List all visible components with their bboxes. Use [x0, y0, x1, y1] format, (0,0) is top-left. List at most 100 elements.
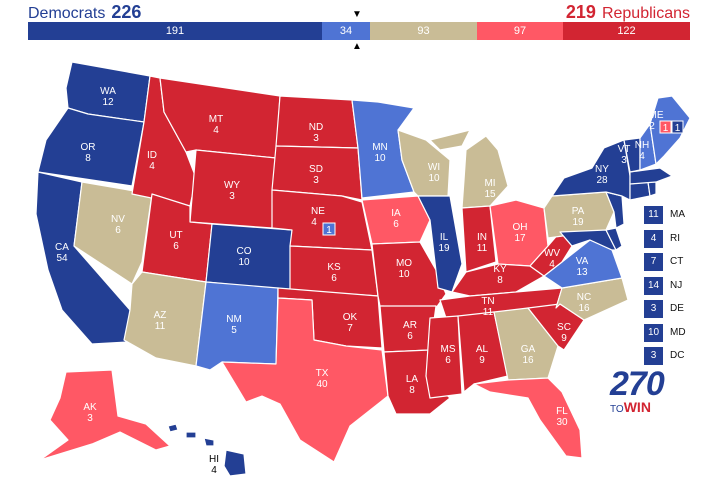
legend-row-ma[interactable]: 11 MA — [644, 206, 714, 224]
state-fl[interactable] — [473, 377, 583, 459]
label-nm-ev: 5 — [231, 325, 237, 336]
label-mt-ev: 4 — [213, 125, 219, 136]
dem-label: Democrats — [28, 5, 106, 22]
me-district-2-value: 1 — [675, 123, 681, 134]
logo-number: 270 — [610, 365, 665, 403]
state-or[interactable] — [37, 107, 145, 187]
label-or-ev: 8 — [85, 153, 91, 164]
label-hi-ev: 4 — [211, 465, 217, 476]
label-ok-abbr: OK — [343, 312, 358, 323]
label-ny-abbr: NY — [595, 164, 609, 175]
label-az-ev: 11 — [155, 321, 166, 332]
legend-abbr-ma: MA — [670, 209, 685, 220]
label-vt-abbr: VT — [618, 144, 631, 155]
legend-ev-ct: 7 — [644, 253, 663, 271]
label-pa-abbr: PA — [572, 206, 585, 217]
legend-abbr-nj: NJ — [670, 279, 683, 291]
label-tn-ev: 11 — [483, 307, 494, 318]
label-wa-abbr: WA — [100, 86, 116, 97]
tally-safe-rep[interactable]: 122 — [563, 22, 690, 40]
legend-row-md[interactable]: 10 MD — [644, 323, 714, 342]
midpoint-marker-bottom: ▲ — [352, 41, 362, 52]
me-district-2-box[interactable] — [671, 120, 684, 134]
label-il-abbr: IL — [440, 232, 449, 243]
midpoint-marker-top: ▼ — [352, 9, 362, 20]
legend-row-de[interactable]: 3 DE — [644, 300, 714, 318]
label-wy-ev: 3 — [229, 191, 235, 202]
state-ct[interactable] — [629, 181, 651, 201]
label-mn-abbr: MN — [372, 142, 388, 153]
label-tx-ev: 40 — [316, 379, 328, 390]
state-de[interactable] — [605, 227, 623, 251]
label-me-abbr: ME — [649, 110, 664, 121]
label-ne-abbr: NE — [311, 206, 325, 217]
legend-row-nj[interactable]: 14 NJ — [644, 276, 714, 295]
label-oh-ev: 17 — [514, 233, 526, 244]
label-ks-abbr: KS — [327, 262, 341, 273]
legend-row-ct[interactable]: 7 CT — [644, 253, 714, 271]
label-tn-abbr: TN — [481, 296, 494, 307]
tally-safe-dem[interactable]: 191 — [28, 22, 322, 40]
state-sc[interactable] — [527, 303, 585, 351]
label-va-ev: 13 — [576, 267, 588, 278]
tally-likely-rep[interactable]: 97 — [477, 22, 563, 40]
ne-district-box[interactable] — [322, 222, 336, 236]
legend-ev-nj: 14 — [644, 276, 663, 295]
label-ok-ev: 7 — [347, 323, 353, 334]
label-or-abbr: OR — [81, 142, 96, 153]
header: Democrats 226 219 Republicans — [0, 0, 720, 22]
label-mi-ev: 15 — [484, 189, 496, 200]
label-ky-abbr: KY — [493, 264, 507, 275]
label-nd-abbr: ND — [309, 122, 323, 133]
label-al-abbr: AL — [476, 344, 489, 355]
label-ms-abbr: MS — [441, 344, 456, 355]
label-sd-ev: 3 — [313, 175, 319, 186]
state-ma[interactable] — [629, 167, 673, 185]
legend-ev-ri: 4 — [644, 229, 663, 248]
state-nm[interactable] — [195, 281, 279, 371]
label-va-abbr: VA — [576, 256, 589, 267]
state-hi[interactable] — [167, 423, 247, 477]
label-id-ev: 4 — [149, 161, 155, 172]
logo-tagline: TOWIN — [610, 400, 670, 417]
label-fl-abbr: FL — [556, 406, 568, 417]
legend-row-ri[interactable]: 4 RI — [644, 229, 714, 248]
label-wv-abbr: WV — [544, 248, 560, 259]
label-hi-abbr: HI — [209, 454, 219, 465]
logo-to: TO — [610, 404, 624, 415]
label-vt-ev: 3 — [621, 155, 627, 166]
label-fl-ev: 30 — [556, 417, 568, 428]
label-in-abbr: IN — [477, 232, 487, 243]
label-wi-ev: 10 — [428, 173, 440, 184]
label-nd-ev: 3 — [313, 133, 319, 144]
rep-label: Republicans — [601, 5, 690, 22]
tally-tossup[interactable]: 93 — [370, 22, 477, 40]
label-ia-ev: 6 — [393, 219, 399, 230]
label-ar-abbr: AR — [403, 320, 417, 331]
me-district-1-value: 1 — [663, 123, 669, 134]
legend-row-dc[interactable]: 3 DC — [644, 347, 714, 365]
site-logo[interactable]: 270 TOWIN — [610, 365, 670, 417]
tally-likely-dem[interactable]: 34 — [322, 22, 370, 40]
label-ca-ev: 54 — [56, 253, 68, 264]
label-id-abbr: ID — [147, 150, 157, 161]
state-ak[interactable] — [39, 369, 171, 461]
state-mi[interactable] — [429, 129, 509, 209]
state-tx[interactable] — [221, 297, 389, 463]
me-district-1-box[interactable] — [659, 120, 672, 134]
label-la-abbr: LA — [406, 374, 419, 385]
state-ms[interactable] — [425, 315, 463, 399]
state-ia[interactable] — [361, 195, 431, 245]
democrats-total: Democrats 226 — [28, 2, 141, 24]
label-ny-ev: 28 — [596, 175, 608, 186]
label-sd-abbr: SD — [309, 164, 323, 175]
state-in[interactable] — [461, 205, 497, 273]
legend-ev-dc: 3 — [644, 347, 663, 365]
label-ak-abbr: AK — [83, 402, 97, 413]
label-nc-abbr: NC — [577, 292, 591, 303]
state-al[interactable] — [457, 311, 509, 393]
label-pa-ev: 19 — [572, 217, 584, 228]
state-ri[interactable] — [647, 181, 657, 197]
label-mo-abbr: MO — [396, 258, 412, 269]
state-sd[interactable] — [271, 145, 363, 201]
